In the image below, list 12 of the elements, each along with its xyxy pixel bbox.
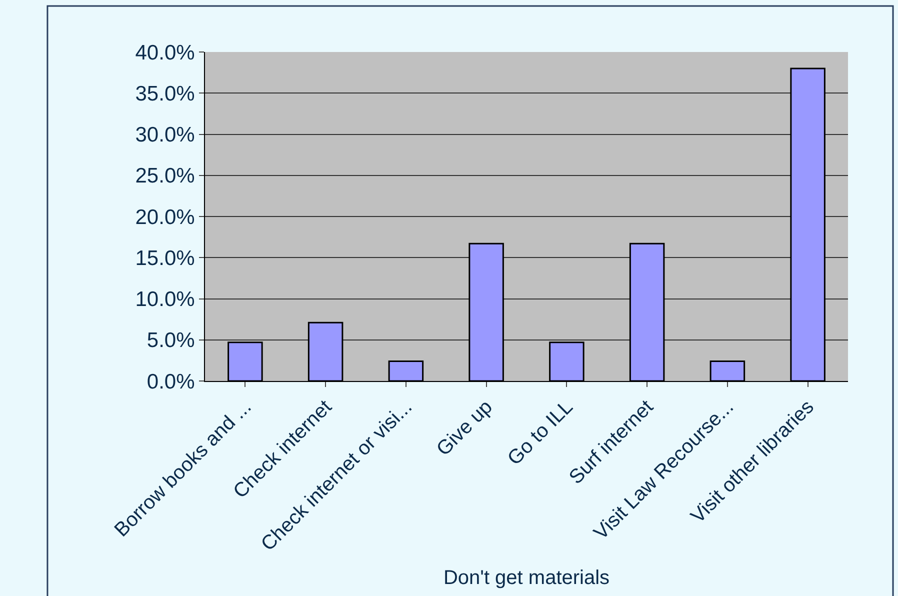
y-tick-label: 30.0% [135, 124, 195, 147]
y-tick-label: 20.0% [135, 206, 195, 229]
y-tick-label: 5.0% [146, 329, 195, 352]
y-tick-label: 10.0% [135, 288, 195, 312]
x-tick-label: Give up [432, 396, 497, 460]
x-tick-label: Go to ILL [504, 396, 578, 470]
y-tick-label: 0.0% [146, 370, 195, 394]
y-tick-label: 15.0% [135, 246, 195, 270]
y-tick-label: 35.0% [135, 82, 195, 106]
y-tick-label: 25.0% [135, 164, 195, 188]
y-tick-label: 40.0% [135, 41, 195, 64]
x-axis-title: Don't get materials [443, 566, 610, 589]
